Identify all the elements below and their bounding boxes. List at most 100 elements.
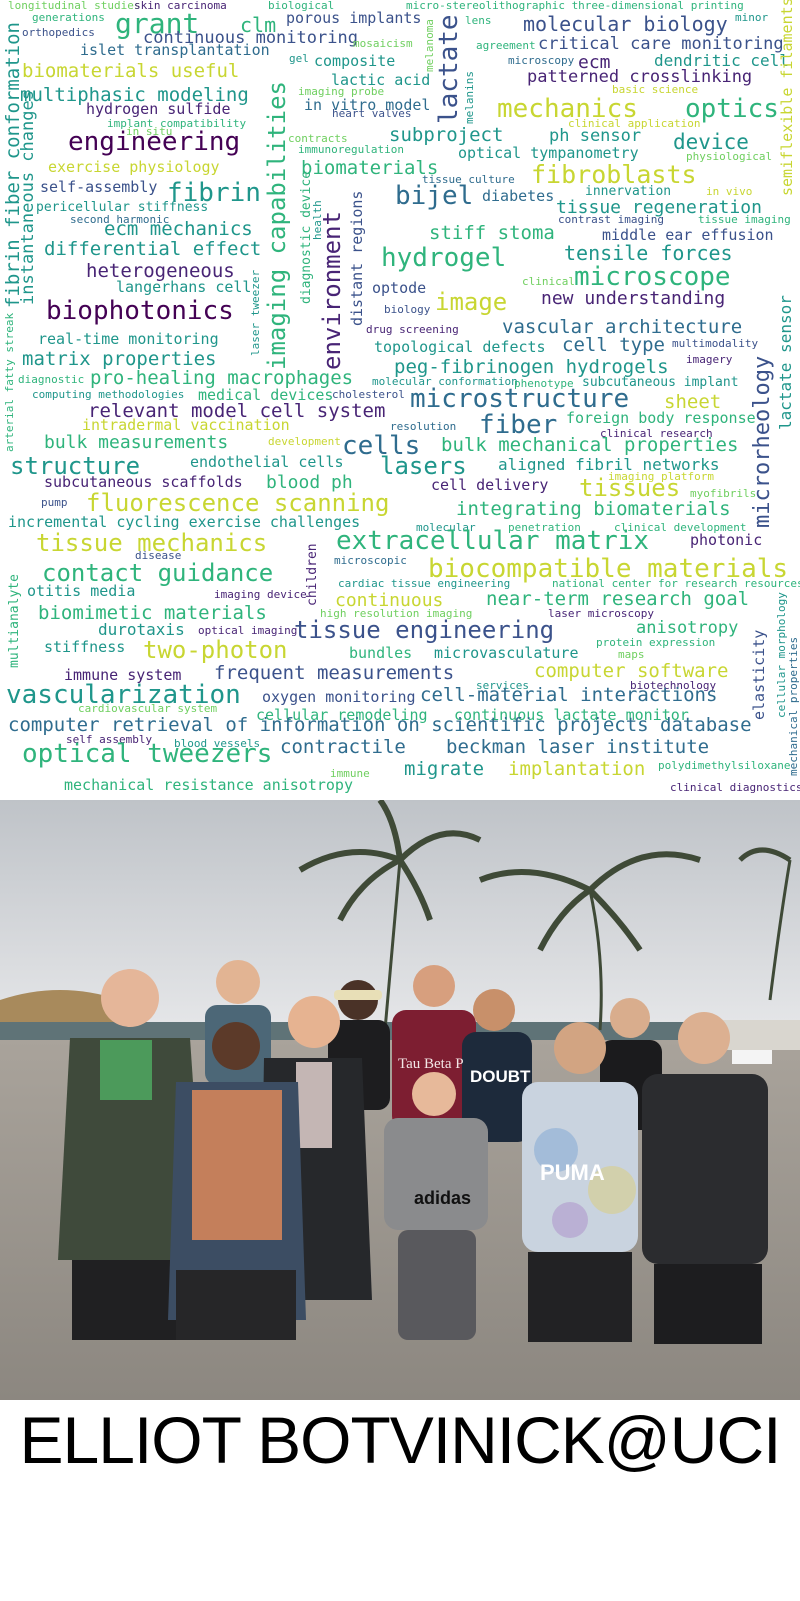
cloud-word: tensile forces: [564, 241, 733, 265]
cloud-word: gel: [289, 52, 309, 65]
cloud-word: tissue imaging: [698, 213, 791, 226]
cloud-word: biomaterials: [301, 157, 439, 179]
cloud-word: cardiovascular system: [78, 702, 218, 715]
cloud-word: computer software: [534, 660, 729, 682]
cloud-word: porous implants: [286, 9, 422, 27]
cloud-word: exercise physiology: [48, 158, 220, 176]
cloud-word: clinical application: [568, 117, 701, 130]
cloud-word: optode: [372, 279, 427, 297]
cloud-word: stiff stoma: [429, 222, 555, 244]
cloud-word: ecm: [578, 52, 611, 73]
cloud-word: endothelial cells: [190, 453, 344, 471]
shirt-text: PUMA: [540, 1160, 605, 1185]
cloud-word: islet transplantation: [80, 41, 270, 59]
cloud-word: computing methodologies: [32, 388, 185, 401]
cloud-word: photonic: [690, 531, 763, 549]
cloud-word: biomaterials useful: [22, 60, 240, 82]
cloud-word: optical tympanometry: [458, 144, 639, 162]
cloud-word: peg-fibrinogen hydrogels: [394, 356, 669, 378]
cloud-word: clm: [240, 13, 277, 37]
shirt-text: Tau Beta P: [398, 1056, 464, 1072]
cloud-word: self assembly: [66, 733, 153, 746]
cloud-word: bundles: [349, 644, 413, 662]
cloud-word: drug screening: [366, 323, 459, 336]
cloud-word: relevant model cell system: [88, 400, 386, 422]
cloud-word: minor: [735, 11, 769, 24]
cloud-word: computer retrieval of information on sci…: [8, 714, 752, 736]
cloud-word: vascularization: [6, 680, 241, 710]
cloud-word: bulk measurements: [44, 432, 229, 453]
cloud-word: patterned crosslinking: [527, 67, 753, 87]
cloud-word: pericellular stiffness: [36, 200, 209, 215]
cloud-word: medical devices: [198, 386, 334, 404]
cloud-word: lens: [465, 14, 492, 27]
cloud-word: biotechnology: [630, 679, 717, 692]
cloud-word: development: [268, 435, 341, 448]
cloud-word: microstructure: [410, 384, 630, 414]
cloud-word: tissue culture: [422, 173, 515, 186]
cloud-word: lactic acid: [331, 71, 431, 89]
cloud-word: micro-stereolithographic three-dimension…: [406, 0, 744, 12]
cloud-word: implantation: [508, 758, 646, 780]
cloud-word: second harmonic: [70, 213, 170, 226]
cloud-word: composite: [314, 52, 396, 70]
cloud-word: fluorescence scanning: [86, 489, 390, 517]
cloud-word: device: [673, 130, 749, 154]
cloud-word: microrheology: [750, 355, 775, 528]
cloud-word: mechanical resistance anisotropy: [64, 776, 353, 794]
cloud-word: beckman laser institute: [446, 736, 710, 758]
cloud-word: immune: [330, 767, 370, 780]
cloud-word: grant: [115, 7, 200, 40]
cloud-word: mechanics: [497, 94, 638, 124]
cloud-word: resolution: [390, 420, 457, 433]
cloud-word: cardiac tissue engineering: [338, 577, 511, 590]
cloud-word: topological defects: [374, 338, 546, 356]
cloud-word: molecular biology: [523, 12, 728, 36]
cloud-word: elasticity: [750, 629, 768, 720]
cloud-word: pro-healing macrophages: [90, 367, 354, 389]
cloud-word: intradermal vaccination: [82, 416, 290, 434]
cloud-word: contrast imaging: [558, 213, 664, 226]
cloud-word: image: [435, 288, 508, 316]
cloud-word: middle ear effusion: [602, 226, 774, 244]
cloud-word: contractile: [280, 736, 406, 758]
cloud-word: mosaicism: [353, 37, 413, 50]
page-caption: ELLIOT BOTVINICK@UCI: [19, 1403, 782, 1477]
cloud-word: durotaxis: [98, 620, 185, 639]
cloud-word: clinical development: [614, 521, 747, 534]
cloud-word: tissue mechanics: [36, 529, 268, 557]
cloud-word: semiflexible filaments: [778, 0, 796, 196]
cloud-word: longitudinal studies: [8, 0, 141, 12]
cloud-word: heterogeneous: [86, 260, 235, 282]
cloud-word: microscopic: [334, 554, 407, 567]
cloud-word: ph sensor: [549, 126, 642, 146]
cloud-word: bijel: [395, 181, 474, 211]
cloud-word: imagery: [686, 353, 733, 366]
cloud-word: penetration: [508, 521, 581, 534]
cloud-word: physiological: [686, 150, 773, 163]
group-photo: Tau Beta P DOUBT adidas PUMA: [0, 800, 800, 1400]
cloud-word: incremental cycling exercise challenges: [8, 513, 361, 531]
cloud-word: immunoregulation: [298, 143, 404, 156]
cloud-word: basic science: [612, 83, 699, 96]
cloud-word: structure: [10, 452, 141, 480]
cloud-word: real-time monitoring: [38, 330, 219, 348]
cloud-word: clinical research: [600, 427, 713, 440]
cloud-word: in vitro model: [304, 96, 431, 114]
cloud-word: innervation: [585, 184, 672, 199]
people-group: [58, 960, 768, 1344]
cloud-word: melanoma: [423, 19, 436, 72]
cloud-word: phenotype: [514, 377, 574, 390]
cloud-word: skin carcinoma: [134, 0, 227, 12]
cloud-word: cell type: [562, 334, 665, 356]
cloud-word: near-term research goal: [486, 588, 750, 610]
cloud-word: continuous: [335, 590, 444, 611]
cloud-word: high resolution imaging: [320, 607, 473, 620]
cloud-word: fiber: [479, 410, 558, 440]
cloud-word: ecm mechanics: [104, 218, 253, 240]
cloud-word: diagnostic: [18, 373, 85, 386]
cloud-word: cell-material interactions: [420, 684, 718, 706]
cloud-word: cellular remodeling: [256, 706, 428, 724]
cloud-word: self-assembly: [40, 178, 158, 196]
cloud-word: biology: [384, 303, 431, 316]
